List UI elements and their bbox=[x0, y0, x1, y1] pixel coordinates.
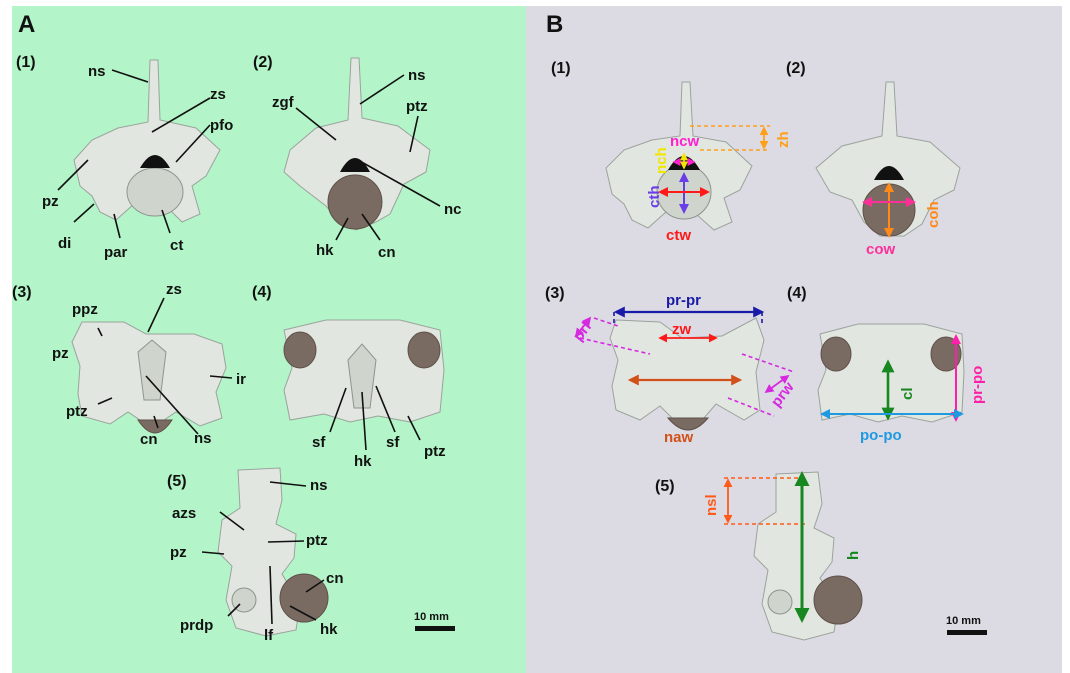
view-label-a3: (3) bbox=[12, 284, 32, 301]
meas-label-ncw: ncw bbox=[670, 133, 700, 150]
specimen-a1 bbox=[73, 59, 221, 223]
meas-label-prl: prl bbox=[570, 319, 595, 345]
meas-label-cow: cow bbox=[866, 241, 896, 258]
label-a3-zs: zs bbox=[166, 281, 182, 298]
view-label-a2: (2) bbox=[253, 54, 273, 71]
meas-label-prw: prw bbox=[768, 379, 798, 411]
meas-label-pr-pr: pr-pr bbox=[666, 292, 701, 309]
label-a2-ptz: ptz bbox=[406, 98, 428, 115]
label-a5-prdp: prdp bbox=[180, 617, 213, 634]
meas-label-zw: zw bbox=[672, 321, 692, 338]
meas-label-po-po: po-po bbox=[860, 427, 902, 444]
measurements-b4 bbox=[820, 334, 964, 422]
label-a4-hk: hk bbox=[354, 453, 372, 470]
label-a4-ptz: ptz bbox=[424, 443, 446, 460]
specimen-a4 bbox=[283, 319, 445, 423]
specimen-b3 bbox=[609, 317, 765, 431]
meas-label-cth: cth bbox=[646, 186, 663, 209]
meas-label-cl: cl bbox=[899, 387, 916, 400]
structure-labels-a: ns zs pfo pz di par ct zgf ns ptz nc hk … bbox=[42, 63, 462, 644]
scale-bar-a: 10 mm bbox=[414, 611, 455, 631]
label-a2-hk: hk bbox=[316, 242, 334, 259]
view-label-a1: (1) bbox=[16, 54, 36, 71]
specimen-b4 bbox=[817, 323, 965, 423]
view-label-b5: (5) bbox=[655, 478, 675, 495]
meas-label-zh: zh bbox=[775, 131, 792, 148]
view-label-a5: (5) bbox=[167, 473, 187, 490]
label-a3-ppz: ppz bbox=[72, 301, 98, 318]
label-a5-cn: cn bbox=[326, 570, 344, 587]
label-a1-ns: ns bbox=[88, 63, 106, 80]
view-label-b3: (3) bbox=[545, 285, 565, 302]
view-label-b1: (1) bbox=[551, 60, 571, 77]
panel-letter-b: B bbox=[546, 11, 563, 38]
measurements-b5 bbox=[723, 471, 810, 623]
label-a3-cn: cn bbox=[140, 431, 158, 448]
panel-letter-a: A bbox=[18, 11, 35, 38]
label-a2-zgf: zgf bbox=[272, 94, 295, 111]
specimen-a2 bbox=[283, 57, 431, 231]
label-a4-sf-right: sf bbox=[386, 434, 400, 451]
label-a2-cn: cn bbox=[378, 244, 396, 261]
label-a3-ptz: ptz bbox=[66, 403, 88, 420]
leader-lines-a bbox=[57, 69, 441, 625]
label-a3-ns: ns bbox=[194, 430, 212, 447]
label-a1-pz: pz bbox=[42, 193, 59, 210]
view-label-b4: (4) bbox=[787, 285, 807, 302]
measurements-b2 bbox=[862, 182, 916, 238]
meas-label-ctw: ctw bbox=[666, 227, 691, 244]
meas-label-naw: naw bbox=[664, 429, 694, 446]
label-a1-zs: zs bbox=[210, 86, 226, 103]
label-a5-pz: pz bbox=[170, 544, 187, 561]
label-a1-ct: ct bbox=[170, 237, 183, 254]
label-a5-ptz: ptz bbox=[306, 532, 328, 549]
measurements-b3 bbox=[574, 306, 795, 417]
scale-bar-b: 10 mm bbox=[946, 615, 987, 635]
label-a5-lf: lf bbox=[264, 627, 274, 644]
meas-label-coh: coh bbox=[925, 201, 942, 228]
label-a3-pz: pz bbox=[52, 345, 69, 362]
label-a5-hk: hk bbox=[320, 621, 338, 638]
label-a1-di: di bbox=[58, 235, 71, 252]
label-a3-ir: ir bbox=[236, 371, 246, 388]
meas-label-nch: nch bbox=[653, 147, 670, 174]
meas-label-h: h bbox=[845, 551, 862, 560]
scale-bar-a-label: 10 mm bbox=[414, 611, 449, 623]
view-label-b2: (2) bbox=[786, 60, 806, 77]
specimen-b1 bbox=[605, 81, 753, 231]
label-a2-nc: nc bbox=[444, 201, 462, 218]
label-a1-par: par bbox=[104, 244, 128, 261]
specimen-a3 bbox=[71, 321, 227, 434]
label-a5-azs: azs bbox=[172, 505, 196, 522]
view-label-a4: (4) bbox=[252, 284, 272, 301]
label-a2-ns: ns bbox=[408, 67, 426, 84]
label-a4-sf-left: sf bbox=[312, 434, 326, 451]
measurements-b1 bbox=[658, 125, 770, 214]
meas-label-pr-po: pr-po bbox=[969, 366, 986, 404]
label-a1-pfo: pfo bbox=[210, 117, 233, 134]
meas-label-nsl: nsl bbox=[703, 494, 720, 516]
scale-bar-b-label: 10 mm bbox=[946, 615, 981, 627]
label-a5-ns: ns bbox=[310, 477, 328, 494]
